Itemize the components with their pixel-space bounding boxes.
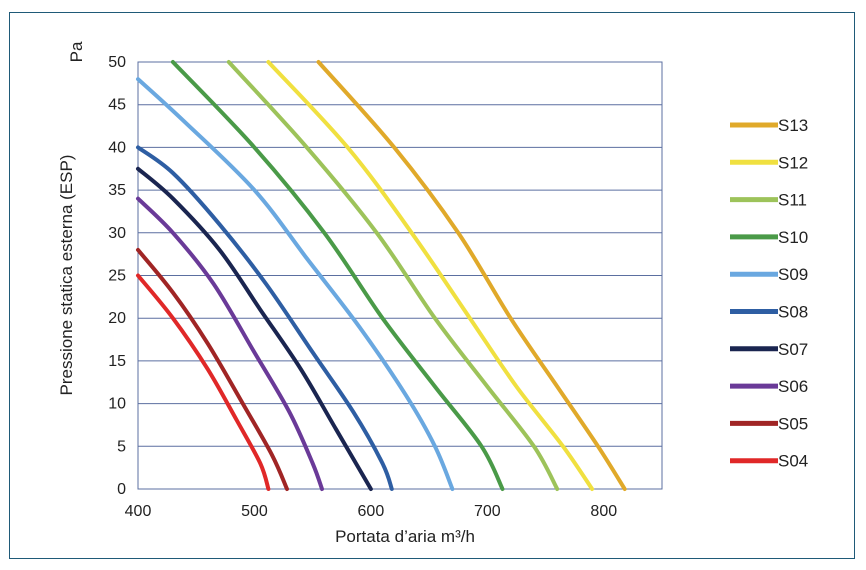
x-tick-label: 800 xyxy=(590,503,617,520)
x-tick-labels: 400 500 600 700 800 xyxy=(125,503,618,520)
series-lines xyxy=(136,60,627,491)
y-unit-label: Pa xyxy=(67,41,86,62)
legend-label-s09: S09 xyxy=(778,265,808,284)
x-tick-label: 600 xyxy=(358,503,385,520)
y-tick-label: 20 xyxy=(108,310,126,327)
series-line-s08 xyxy=(136,145,394,491)
series-line-s09 xyxy=(136,77,455,491)
series-line-s07 xyxy=(136,166,373,491)
y-tick-label: 10 xyxy=(108,396,126,413)
y-tick-label: 35 xyxy=(108,182,126,199)
y-tick-label: 5 xyxy=(117,438,126,455)
legend-label-s04: S04 xyxy=(778,452,808,471)
legend-label-s12: S12 xyxy=(778,153,808,172)
y-tick-label: 15 xyxy=(108,353,126,370)
series-line-s04 xyxy=(136,273,271,491)
legend-label-s13: S13 xyxy=(778,116,808,135)
y-tick-label: 45 xyxy=(108,97,126,114)
chart-frame xyxy=(9,12,855,559)
series-line-s13 xyxy=(316,60,627,491)
series-line-s10 xyxy=(170,60,505,491)
series-line-s05 xyxy=(136,247,289,491)
legend-label-s05: S05 xyxy=(778,414,808,433)
legend-label-s08: S08 xyxy=(778,303,808,322)
y-tick-label: 25 xyxy=(108,268,126,285)
legend-label-s07: S07 xyxy=(778,340,808,359)
y-tick-labels: 0 5 10 15 20 25 30 35 40 45 50 xyxy=(108,54,126,498)
y-tick-label: 30 xyxy=(108,225,126,242)
series-line-s11 xyxy=(226,60,560,491)
legend-label-s06: S06 xyxy=(778,377,808,396)
y-axis-label: Pressione statica esterna (ESP) xyxy=(57,155,76,396)
series-line-s06 xyxy=(136,196,324,491)
x-axis-label: Portata d’aria m³/h xyxy=(335,527,475,546)
legend: S13 S12 S11 S10 S09 S08 S07 S06 S05 S04 xyxy=(730,116,808,471)
y-tick-label: 40 xyxy=(108,139,126,156)
x-tick-label: 500 xyxy=(241,503,268,520)
x-tick-label: 700 xyxy=(474,503,501,520)
y-tick-label: 0 xyxy=(117,481,126,498)
y-tick-label: 50 xyxy=(108,54,126,71)
legend-label-s10: S10 xyxy=(778,228,808,247)
x-tick-label: 400 xyxy=(125,503,152,520)
series-line-s12 xyxy=(266,60,595,491)
legend-label-s11: S11 xyxy=(778,191,807,210)
